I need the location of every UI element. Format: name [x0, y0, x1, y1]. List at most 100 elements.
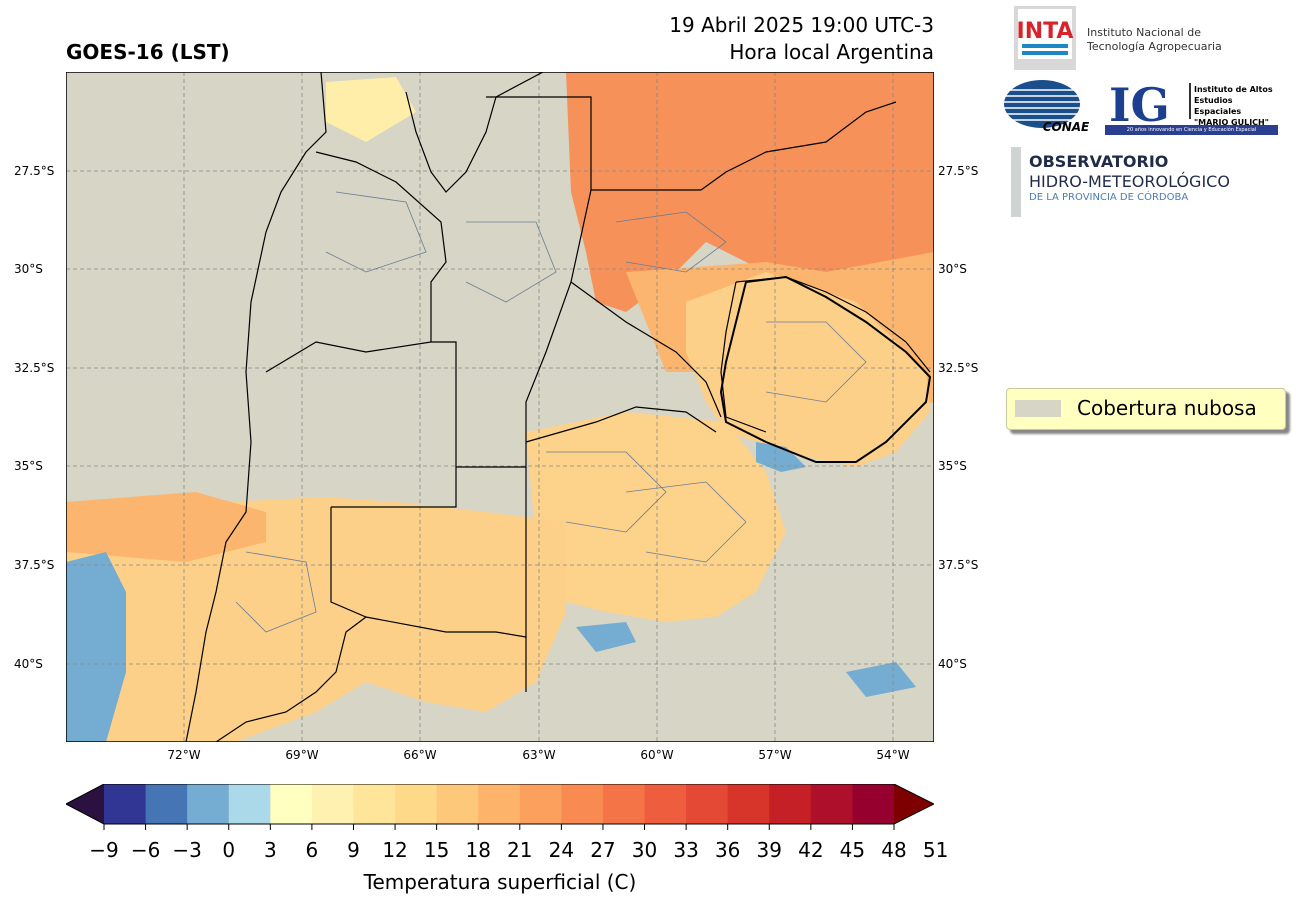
colorbar-segment	[602, 784, 646, 824]
lat-label: 37.5°S	[938, 558, 979, 572]
lat-label: 27.5°S	[14, 164, 55, 178]
timezone-line: Hora local Argentina	[729, 40, 934, 64]
colorbar-tick-label: 39	[756, 838, 782, 862]
colorbar-segment	[769, 784, 812, 824]
lon-label: 72°W	[167, 748, 201, 762]
obs-line1: OBSERVATORIO	[1029, 152, 1169, 171]
ig-name: Instituto de Altos Estudios Espaciales "…	[1194, 84, 1278, 128]
colorbar-tick-label: 45	[839, 838, 866, 862]
conae-logo: CONAE	[1004, 80, 1090, 134]
graticule	[66, 72, 934, 742]
inta-name: Instituto Nacional de Tecnología Agropec…	[1087, 26, 1222, 54]
uruguay-border	[719, 275, 932, 463]
conae-mark: CONAE	[1043, 120, 1090, 134]
colorbar-tick-label: 21	[507, 838, 533, 862]
lat-label: 40°S	[938, 657, 967, 671]
lon-label: 69°W	[285, 748, 319, 762]
inta-line1: Instituto Nacional de	[1087, 26, 1201, 39]
cold-region-coast	[576, 622, 636, 652]
colorbar-segment	[145, 784, 188, 824]
colorbar-segment	[810, 784, 853, 824]
observatorio-bar	[1011, 147, 1021, 217]
colorbar-tick-labels: −9 −6 −3 0 3 6 9 12 15 18 21 24 27 30 33 36 39 42 45 48 51	[66, 838, 948, 868]
timestamp-line: 19 Abril 2025 19:00 UTC-3	[669, 13, 934, 37]
obs-line3: DE LA PROVINCIA DE CÓRDOBA	[1029, 192, 1189, 203]
warm-spot-northwest	[326, 77, 416, 142]
colorbar-segment	[270, 784, 313, 824]
colorbar-tick-label: 6	[305, 838, 319, 862]
colorbar-tick-label: 12	[382, 838, 408, 862]
colorbar-under-arrow	[66, 784, 104, 824]
colorbar-segment	[311, 784, 354, 824]
department-borders	[235, 191, 867, 633]
inta-line2: Tecnología Agropecuaria	[1087, 40, 1222, 53]
colorbar-tick-label: 24	[548, 838, 575, 862]
obs-line2: HIDRO-METEOROLÓGICO	[1029, 172, 1230, 191]
colorbar-tick-label: −3	[172, 838, 202, 862]
observatorio-logo: OBSERVATORIO HIDRO-METEOROLÓGICO DE LA P…	[1029, 152, 1230, 204]
colorbar-tick-label: 0	[222, 838, 236, 862]
ig-divider	[1189, 83, 1191, 119]
colorbar-segment	[395, 784, 438, 824]
colorbar-tick-label: 48	[881, 838, 907, 862]
map-title: GOES-16 (LST)	[66, 40, 230, 64]
colorbar-tick-label: 30	[631, 838, 658, 862]
cloud-legend-label: Cobertura nubosa	[1077, 396, 1257, 420]
ig-logo: IG Instituto de Altos Estudios Espaciale…	[1105, 78, 1278, 135]
colorbar-segment	[187, 784, 230, 824]
ig-line3: "MARIO GULICH"	[1194, 118, 1269, 127]
lon-label: 63°W	[522, 748, 556, 762]
ig-tagline: 20 años innovando en Ciencia y Educación…	[1105, 125, 1278, 135]
cloud-legend: Cobertura nubosa	[1006, 388, 1286, 430]
inta-logo: INTA	[1014, 6, 1076, 70]
colorbar-segment	[478, 784, 521, 824]
colorbar-segment	[561, 784, 604, 824]
colorbar-segment	[436, 784, 479, 824]
lat-label: 32.5°S	[14, 361, 55, 375]
colorbar-segment	[644, 784, 687, 824]
colorbar-tick-label: 27	[590, 838, 616, 862]
colorbar-segment	[228, 784, 271, 824]
warm-region-uruguay	[686, 272, 930, 467]
colorbar-segment	[727, 784, 770, 824]
province-borders	[185, 72, 931, 742]
cold-region-rio-de-la-plata	[756, 442, 806, 472]
lat-label: 27.5°S	[938, 164, 979, 178]
colorbar-segment	[353, 784, 396, 824]
colorbar-tick-label: 18	[465, 838, 491, 862]
colorbar-label: Temperatura superficial (C)	[363, 870, 637, 894]
colorbar-segment	[852, 784, 895, 824]
colorbar-tick-label: 3	[263, 838, 277, 862]
timestamp: 19 Abril 2025 19:00 UTC-3 Hora local Arg…	[600, 12, 934, 66]
colorbar-segments	[104, 784, 895, 824]
cloud-legend-swatch	[1015, 400, 1061, 417]
colorbar-tick-label: 33	[673, 838, 699, 862]
lat-label: 30°S	[938, 262, 967, 276]
inta-mark: INTA	[1017, 19, 1074, 44]
lon-label: 57°W	[758, 748, 792, 762]
warm-region-buenos-aires	[526, 412, 786, 622]
colorbar-tick-label: 15	[423, 838, 450, 862]
colorbar-segment	[104, 784, 147, 824]
colorbar-tick-label: −6	[130, 838, 161, 862]
lat-label: 35°S	[14, 459, 43, 473]
warm-region-south-west	[66, 492, 266, 562]
colorbar	[66, 784, 934, 830]
temperature-map	[66, 72, 934, 742]
colorbar-over-arrow	[894, 784, 934, 824]
ig-mark: IG	[1109, 78, 1170, 132]
lon-label: 66°W	[403, 748, 437, 762]
colorbar-tick-label: 36	[714, 838, 741, 862]
lon-label: 60°W	[640, 748, 674, 762]
colorbar-tick-label: 42	[798, 838, 824, 862]
cold-region-ocean	[846, 662, 916, 697]
lon-label: 54°W	[876, 748, 910, 762]
cold-region-andes	[66, 552, 126, 742]
ig-line2: Estudios Espaciales	[1194, 96, 1242, 116]
colorbar-tick-label: 9	[347, 838, 360, 862]
colorbar-tick-label: 51	[922, 838, 949, 862]
lat-label: 40°S	[14, 657, 43, 671]
lat-label: 37.5°S	[14, 558, 55, 572]
lat-label: 35°S	[938, 459, 967, 473]
colorbar-tick-label: −9	[89, 838, 119, 862]
